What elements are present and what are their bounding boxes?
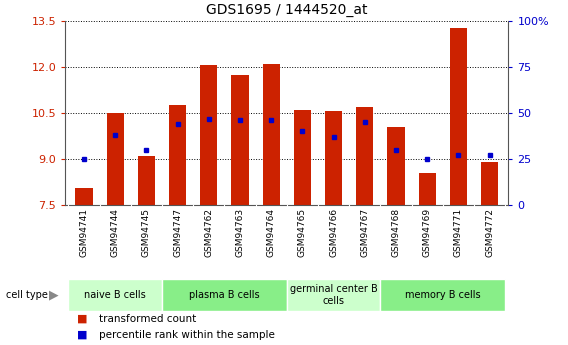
Bar <box>262 64 280 205</box>
Bar <box>169 105 186 205</box>
Text: naive B cells: naive B cells <box>85 290 146 300</box>
Bar <box>419 173 436 205</box>
Text: transformed count: transformed count <box>99 314 197 324</box>
Title: GDS1695 / 1444520_at: GDS1695 / 1444520_at <box>206 3 367 17</box>
Bar <box>356 107 373 205</box>
Text: plasma B cells: plasma B cells <box>189 290 260 300</box>
Text: cell type: cell type <box>6 290 48 300</box>
Text: ■: ■ <box>77 314 87 324</box>
Text: ▶: ▶ <box>49 288 59 302</box>
Bar <box>162 279 287 311</box>
Bar <box>138 156 155 205</box>
Bar <box>481 162 498 205</box>
Bar <box>450 28 467 205</box>
Bar <box>68 279 162 311</box>
Bar <box>387 127 404 205</box>
Bar <box>76 188 93 205</box>
Bar <box>294 110 311 205</box>
Bar <box>201 65 218 205</box>
Bar <box>232 75 249 205</box>
Text: ■: ■ <box>77 330 87 339</box>
Bar <box>381 279 506 311</box>
Bar <box>325 111 342 205</box>
Bar <box>107 113 124 205</box>
Text: percentile rank within the sample: percentile rank within the sample <box>99 330 275 339</box>
Text: germinal center B
cells: germinal center B cells <box>290 284 378 306</box>
Bar <box>287 279 381 311</box>
Text: memory B cells: memory B cells <box>405 290 481 300</box>
